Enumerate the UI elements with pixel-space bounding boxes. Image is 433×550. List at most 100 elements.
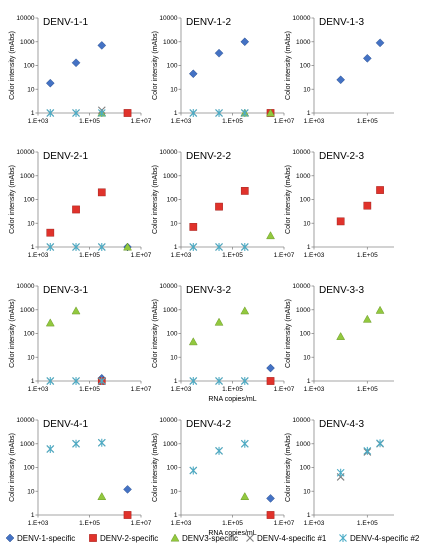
y-tick-label: 100 bbox=[167, 331, 178, 338]
y-axis-label: Color intensity (mAbs) bbox=[9, 165, 16, 234]
data-point-denv1 bbox=[71, 58, 81, 68]
data-point-denv1 bbox=[362, 53, 372, 63]
chart-panel: 1 10 100 1000 10000 1.E+03 1.E+05 1.E+07 Color i… bbox=[9, 149, 152, 259]
x-tick-label: 1.E+03 bbox=[171, 386, 192, 393]
x-axis-label: RNA copies/mL bbox=[208, 396, 256, 403]
x-tick-label: 1.E+07 bbox=[274, 252, 295, 259]
data-point-denv4-2 bbox=[189, 109, 198, 117]
y-tick-label: 1000 bbox=[20, 307, 35, 314]
data-point-denv4-2 bbox=[46, 243, 55, 251]
data-point-denv2 bbox=[363, 201, 372, 210]
x-tick-label: 1.E+07 bbox=[131, 386, 152, 393]
y-tick-label: 10 bbox=[170, 220, 178, 227]
x-tick-label: 1.E+03 bbox=[28, 252, 49, 259]
data-point-denv1 bbox=[123, 485, 132, 494]
x-tick-label: 1.E+07 bbox=[274, 386, 295, 393]
panels-group: 1 10 100 1000 10000 1.E+03 1.E+05 1.E+07 Color i… bbox=[9, 15, 394, 537]
y-tick-label: 10 bbox=[27, 86, 35, 93]
data-point-denv4-2 bbox=[72, 439, 80, 448]
data-point-denv2 bbox=[240, 187, 249, 195]
legend-label: DENV-1-specific bbox=[17, 534, 75, 543]
data-point-denv3 bbox=[362, 314, 372, 323]
x-tick-label: 1.E+07 bbox=[274, 118, 295, 125]
data-point-denv4-2 bbox=[215, 377, 223, 385]
data-point-denv2 bbox=[97, 188, 106, 197]
y-tick-label: 10 bbox=[27, 220, 35, 227]
y-tick-label: 10000 bbox=[16, 283, 34, 290]
y-tick-label: 10000 bbox=[292, 417, 310, 424]
x-tick-label: 1.E+05 bbox=[222, 386, 243, 393]
y-tick-label: 10000 bbox=[159, 149, 177, 156]
x-tick-label: 1.E+05 bbox=[357, 118, 378, 125]
x-tick-label: 1.E+03 bbox=[304, 520, 325, 527]
y-tick-label: 100 bbox=[167, 63, 178, 70]
y-tick-label: 1 bbox=[307, 110, 311, 117]
y-tick-label: 100 bbox=[24, 331, 35, 338]
data-point-denv3 bbox=[240, 306, 250, 315]
y-tick-label: 10000 bbox=[292, 15, 310, 22]
data-point-denv4-2 bbox=[240, 377, 249, 385]
y-tick-label: 10000 bbox=[159, 417, 177, 424]
y-tick-label: 10000 bbox=[292, 283, 310, 290]
x-tick-label: 1.E+05 bbox=[357, 252, 378, 259]
y-tick-label: 10000 bbox=[159, 15, 177, 22]
chart-title: DENV-4-3 bbox=[319, 419, 364, 430]
y-tick-label: 100 bbox=[300, 331, 311, 338]
y-tick-label: 1000 bbox=[296, 441, 311, 448]
legend-marker-denv4-2 bbox=[339, 534, 347, 542]
data-point-denv3 bbox=[45, 318, 55, 327]
data-point-denv4-2 bbox=[215, 109, 223, 117]
y-axis-label: Color intensity (mAbs) bbox=[152, 433, 159, 502]
data-point-denv3 bbox=[336, 331, 346, 340]
data-point-denv4-2 bbox=[363, 446, 372, 455]
y-tick-label: 1 bbox=[31, 244, 35, 251]
y-tick-label: 1 bbox=[307, 512, 311, 519]
data-point-denv4-2 bbox=[46, 109, 55, 117]
y-axis-label: Color intensity (mAbs) bbox=[9, 299, 16, 368]
y-tick-label: 1000 bbox=[163, 173, 178, 180]
y-tick-label: 1 bbox=[174, 378, 178, 385]
y-tick-label: 1000 bbox=[20, 173, 35, 180]
data-point-denv4-2 bbox=[215, 446, 223, 455]
y-tick-label: 1000 bbox=[163, 441, 178, 448]
x-tick-label: 1.E+03 bbox=[28, 386, 49, 393]
data-point-denv4-2 bbox=[189, 243, 198, 251]
x-tick-label: 1.E+03 bbox=[171, 252, 192, 259]
data-point-denv3 bbox=[71, 306, 81, 315]
data-point-denv1 bbox=[266, 363, 275, 373]
chart-title: DENV-1-1 bbox=[43, 17, 88, 28]
y-axis-label: Color intensity (mAbs) bbox=[9, 433, 16, 502]
x-tick-label: 1.E+07 bbox=[131, 118, 152, 125]
chart-title: DENV-4-1 bbox=[43, 419, 88, 430]
y-tick-label: 1 bbox=[307, 244, 311, 251]
x-tick-label: 1.E+03 bbox=[28, 118, 49, 125]
chart-panel: 1 10 100 1000 10000 1.E+03 1.E+05 Color intensi… bbox=[285, 417, 394, 527]
y-axis-label: Color intensity (mAbs) bbox=[285, 433, 292, 502]
data-point-denv1 bbox=[375, 38, 385, 48]
data-point-denv3 bbox=[214, 317, 224, 326]
data-point-denv4-2 bbox=[72, 109, 80, 117]
data-point-denv2 bbox=[189, 223, 198, 231]
y-tick-label: 1 bbox=[174, 110, 178, 117]
x-tick-label: 1.E+05 bbox=[222, 252, 243, 259]
data-point-denv1 bbox=[240, 37, 250, 47]
y-tick-label: 1000 bbox=[163, 39, 178, 46]
x-tick-label: 1.E+07 bbox=[131, 252, 152, 259]
y-tick-label: 100 bbox=[167, 197, 178, 204]
chart-panel: 1 10 100 1000 10000 1.E+03 1.E+05 1.E+07 Color i… bbox=[9, 15, 152, 125]
legend-label: DENV-4-specific #2 bbox=[350, 534, 420, 543]
y-tick-label: 1 bbox=[174, 244, 178, 251]
chart-title: DENV-4-2 bbox=[186, 419, 231, 430]
data-point-denv3 bbox=[266, 231, 275, 240]
chart-panel: 1 10 100 1000 10000 1.E+03 1.E+05 1.E+07 Color i… bbox=[152, 283, 295, 403]
chart-panel: 1 10 100 1000 10000 1.E+03 1.E+05 1.E+07 Color i… bbox=[152, 417, 295, 537]
legend-label: DENV-4-specific #1 bbox=[257, 534, 327, 543]
y-tick-label: 1000 bbox=[163, 307, 178, 314]
x-tick-label: 1.E+03 bbox=[28, 520, 49, 527]
data-point-denv4-2 bbox=[336, 468, 345, 477]
data-point-denv3 bbox=[97, 492, 107, 500]
y-tick-label: 10000 bbox=[159, 283, 177, 290]
x-tick-label: 1.E+03 bbox=[171, 520, 192, 527]
chart-title: DENV-1-2 bbox=[186, 17, 231, 28]
x-tick-label: 1.E+05 bbox=[357, 520, 378, 527]
